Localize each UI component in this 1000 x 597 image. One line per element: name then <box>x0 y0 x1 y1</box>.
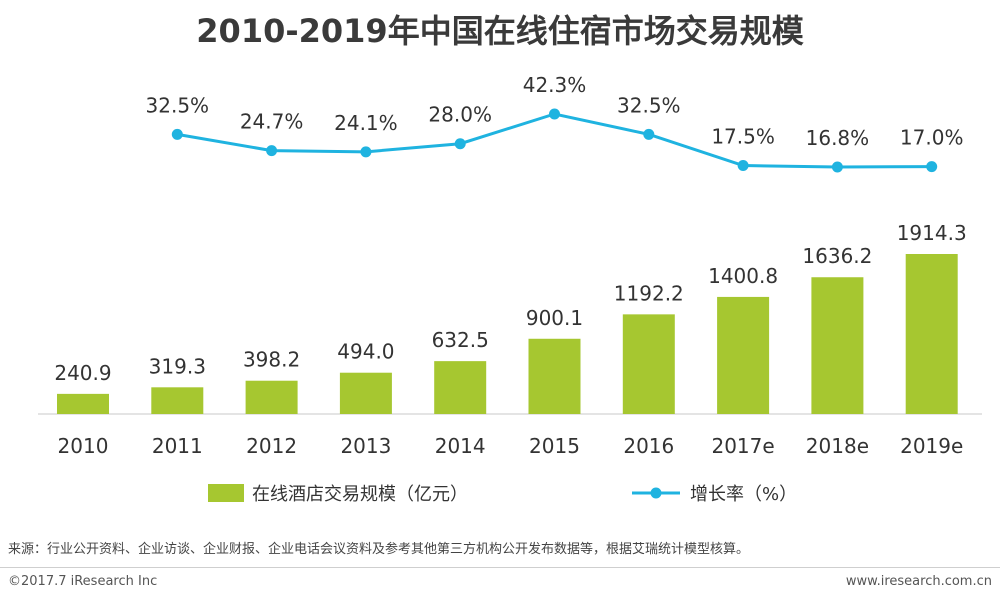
footer-divider <box>0 567 1000 568</box>
bar-2019e <box>905 254 958 414</box>
growth-label-2015: 42.3% <box>523 73 587 97</box>
bar-2014 <box>434 361 487 414</box>
growth-label-2018e: 16.8% <box>806 126 870 150</box>
bar-label-2016: 1192.2 <box>614 281 684 305</box>
bar-2013 <box>339 372 392 414</box>
bar-label-2017e: 1400.8 <box>708 264 778 288</box>
x-tick-2013: 2013 <box>340 434 391 458</box>
chart-title: 2010-2019年中国在线住宿市场交易规模 <box>196 12 804 50</box>
bar-label-2011: 319.3 <box>149 354 206 378</box>
bar-value-labels: 240.9 319.3 398.2 494.0 632.5 900.1 1192.2 1400… <box>54 221 966 385</box>
bar-2016 <box>622 314 675 414</box>
growth-label-2012: 24.7% <box>240 110 304 134</box>
legend-line-marker <box>650 487 662 499</box>
bar-series <box>57 254 958 414</box>
growth-point-2018e <box>831 161 843 173</box>
growth-point-2012 <box>266 145 278 157</box>
bar-label-2015: 900.1 <box>526 306 583 330</box>
growth-point-2019e <box>926 161 938 173</box>
bar-2015 <box>528 338 581 414</box>
growth-point-2017e <box>737 160 749 172</box>
growth-rate-labels: 32.5% 24.7% 24.1% 28.0% 42.3% 32.5% 17.5% 16.8%… <box>146 73 964 150</box>
legend-line-label: 增长率（%） <box>690 484 797 505</box>
growth-label-2014: 28.0% <box>428 103 492 127</box>
legend-bar-label: 在线酒店交易规模（亿元） <box>252 484 468 505</box>
growth-point-2016 <box>643 128 655 140</box>
bar-label-2012: 398.2 <box>243 348 300 372</box>
legend-bar-swatch <box>208 484 244 502</box>
bar-label-2019e: 1914.3 <box>897 221 967 245</box>
growth-rate-points <box>171 108 938 173</box>
bar-label-2014: 632.5 <box>432 328 489 352</box>
bar-label-2018e: 1636.2 <box>802 244 872 268</box>
x-tick-2015: 2015 <box>529 434 580 458</box>
copyright-text: ©2017.7 iResearch Inc <box>8 574 158 589</box>
growth-point-2014 <box>454 138 466 150</box>
x-tick-2018e: 2018e <box>806 434 869 458</box>
bar-2017e <box>717 296 770 414</box>
bar-2012 <box>245 380 298 414</box>
source-note: 来源：行业公开资料、企业访谈、企业财报、企业电话会议资料及参考其他第三方机构公开… <box>8 542 750 557</box>
x-tick-2010: 2010 <box>58 434 109 458</box>
growth-point-2015 <box>549 108 560 120</box>
growth-label-2019e: 17.0% <box>900 126 964 150</box>
legend: 在线酒店交易规模（亿元） 增长率（%） <box>208 484 797 505</box>
x-tick-2011: 2011 <box>152 434 203 458</box>
growth-point-2011 <box>171 128 183 140</box>
bar-2011 <box>151 387 204 414</box>
growth-point-2013 <box>360 146 372 158</box>
bar-2010 <box>57 393 109 414</box>
growth-label-2011: 32.5% <box>146 93 210 117</box>
x-tick-2012: 2012 <box>246 434 297 458</box>
x-tick-2019e: 2019e <box>900 434 963 458</box>
growth-label-2017e: 17.5% <box>711 125 775 149</box>
bar-label-2013: 494.0 <box>337 340 394 364</box>
growth-label-2016: 32.5% <box>617 93 681 117</box>
x-tick-2017e: 2017e <box>711 434 774 458</box>
website-link[interactable]: www.iresearch.com.cn <box>845 574 992 589</box>
x-tick-2016: 2016 <box>623 434 674 458</box>
bar-label-2010: 240.9 <box>54 361 111 385</box>
x-tick-2014: 2014 <box>435 434 486 458</box>
growth-label-2013: 24.1% <box>334 111 398 135</box>
x-tick-labels: 2010 2011 2012 2013 2014 2015 2016 2017e 2018e 20… <box>58 434 964 458</box>
bar-2018e <box>811 277 864 414</box>
